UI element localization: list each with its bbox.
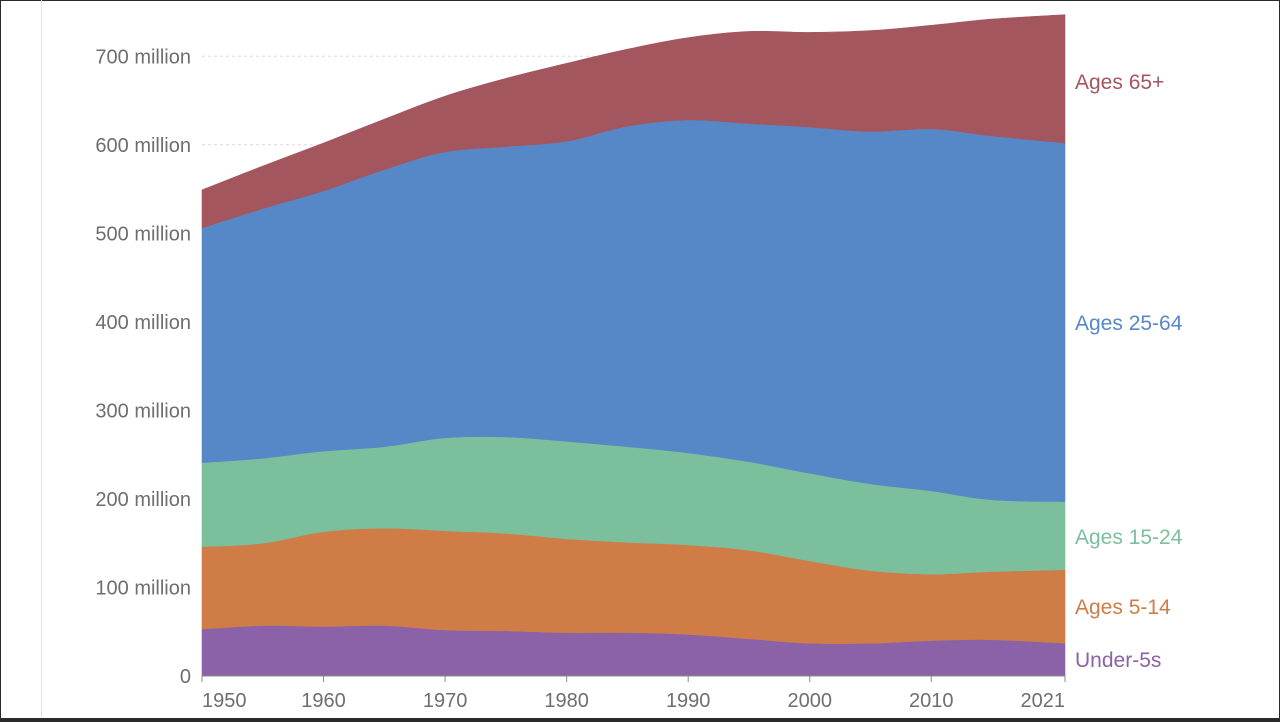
y-tick-label: 700 million bbox=[95, 46, 191, 68]
bottom-border bbox=[0, 718, 1280, 722]
x-tick-label: 1980 bbox=[544, 690, 589, 712]
y-tick-label: 400 million bbox=[95, 312, 191, 334]
axes: 0 100 million 200 million 300 million 400 mi… bbox=[95, 46, 1066, 712]
series-label-ages-5-14: Ages 5-14 bbox=[1075, 596, 1171, 619]
x-tick-label: 1950 bbox=[202, 690, 247, 712]
x-tick-label: 2021 bbox=[1021, 690, 1066, 712]
series-labels: Under-5s Ages 5-14 Ages 15-24 Ages 25-64 Age… bbox=[1075, 71, 1183, 672]
y-tick-label: 200 million bbox=[95, 489, 191, 511]
series-label-ages-25-64: Ages 25-64 bbox=[1075, 312, 1183, 335]
area-ages-65- bbox=[201, 14, 1066, 229]
y-tick-label: 600 million bbox=[95, 135, 191, 157]
x-tick-label: 2010 bbox=[909, 690, 954, 712]
area-series bbox=[201, 14, 1066, 677]
series-label-under-5s: Under-5s bbox=[1075, 649, 1161, 672]
x-tick-label: 1960 bbox=[301, 690, 346, 712]
y-tick-label: 300 million bbox=[95, 400, 191, 422]
y-tick-label: 500 million bbox=[95, 223, 191, 245]
y-tick-label: 0 bbox=[180, 666, 191, 688]
series-label-ages-15-24: Ages 15-24 bbox=[1075, 526, 1183, 549]
x-tick-label: 1970 bbox=[423, 690, 468, 712]
x-tick-label: 2000 bbox=[787, 690, 832, 712]
y-tick-label: 100 million bbox=[95, 577, 191, 599]
x-tick-label: 1990 bbox=[666, 690, 711, 712]
series-label-ages-65-: Ages 65+ bbox=[1075, 71, 1164, 94]
left-divider bbox=[41, 0, 42, 722]
